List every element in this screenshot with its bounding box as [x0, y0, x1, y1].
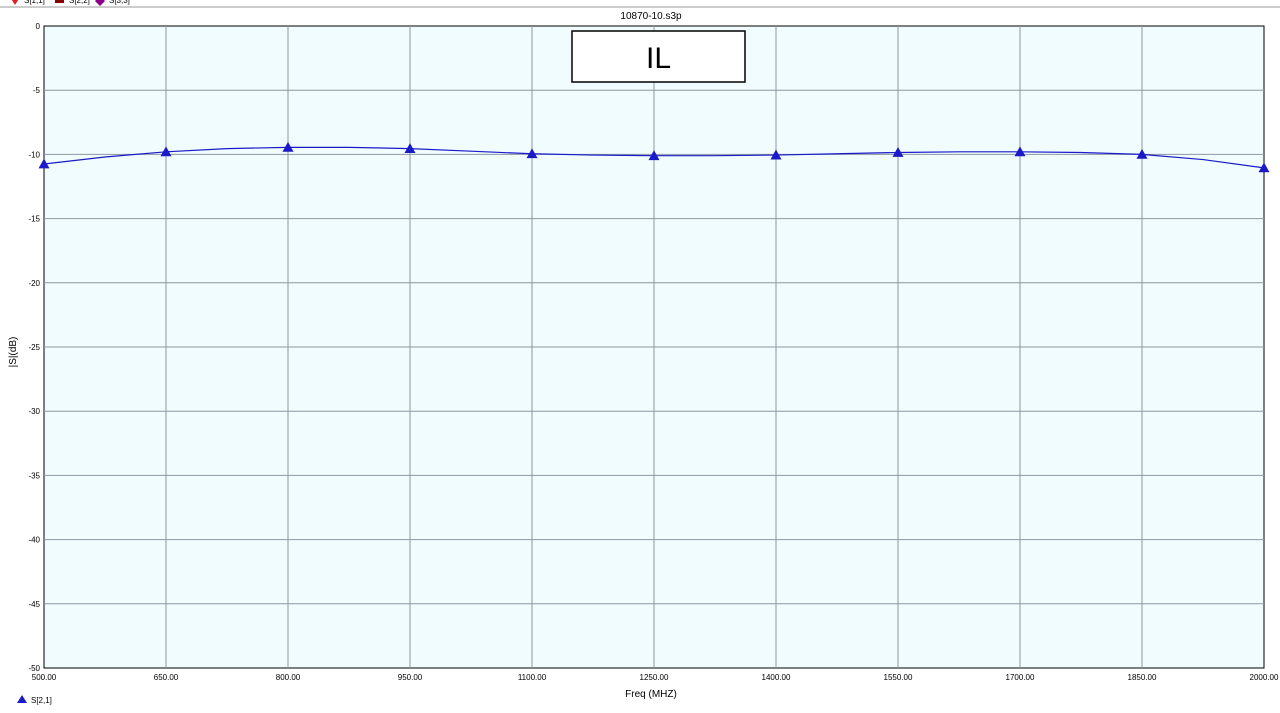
chart-title: 10870-10.s3p — [620, 11, 682, 22]
data-point-marker — [38, 158, 50, 169]
y-tick-label: 0 — [36, 22, 41, 31]
x-axis-ticks: 500.00 650.00 800.00 950.00 1100.00 1250.00 14… — [32, 673, 1279, 682]
x-tick-label: 1700.00 — [1006, 673, 1035, 682]
x-tick-label: 1100.00 — [518, 673, 547, 682]
x-tick-label: 1400.00 — [762, 673, 791, 682]
y-tick-label: -10 — [28, 150, 40, 159]
y-tick-label: -50 — [28, 664, 40, 673]
annotation-label: IL — [646, 42, 671, 75]
y-tick-label: -25 — [28, 343, 40, 352]
data-point-marker — [526, 148, 538, 159]
y-axis-label: |S|(dB) — [8, 337, 19, 368]
x-tick-label: 800.00 — [276, 673, 301, 682]
y-tick-label: -35 — [28, 471, 40, 480]
top-legend-label: S[3,3] — [109, 0, 130, 5]
y-tick-label: -20 — [28, 279, 40, 288]
y-axis-ticks: 0 -5 -10 -15 -20 -25 -30 -35 -40 -45 -50 — [28, 22, 40, 673]
top-legend-item: S[1,1] — [11, 0, 45, 5]
series-group — [38, 141, 1270, 173]
data-point-marker — [160, 146, 172, 157]
data-point-marker — [1014, 146, 1026, 157]
y-tick-label: -15 — [28, 215, 40, 224]
top-legend-label: S[1,1] — [24, 0, 45, 5]
down-triangle-icon — [11, 0, 19, 5]
data-point-marker — [1258, 162, 1270, 173]
bottom-legend: S[2,1] — [17, 695, 52, 705]
data-point-marker — [892, 146, 904, 157]
annotation-box: IL — [571, 30, 746, 83]
legend-label: S[2,1] — [31, 696, 52, 705]
data-point-marker — [1136, 148, 1148, 159]
x-tick-label: 950.00 — [398, 673, 423, 682]
data-point-marker — [404, 143, 416, 154]
top-legend: S[1,1] S[2,2] S[3,3] — [11, 0, 130, 6]
x-tick-label: 2000.00 — [1250, 673, 1279, 682]
triangle-icon — [17, 695, 27, 703]
data-point-marker — [770, 149, 782, 160]
top-legend-item: S[3,3] — [95, 0, 130, 6]
y-tick-label: -40 — [28, 536, 40, 545]
grid — [44, 26, 1264, 668]
x-tick-label: 650.00 — [154, 673, 179, 682]
legend-item: S[2,1] — [17, 695, 52, 705]
y-tick-label: -30 — [28, 407, 40, 416]
x-tick-label: 1850.00 — [1128, 673, 1157, 682]
top-legend-item: S[2,2] — [55, 0, 90, 5]
diamond-icon — [95, 0, 105, 6]
x-tick-label: 500.00 — [32, 673, 57, 682]
x-tick-label: 1250.00 — [640, 673, 669, 682]
data-point-marker — [282, 141, 294, 152]
y-tick-label: -5 — [33, 86, 41, 95]
top-legend-label: S[2,2] — [69, 0, 90, 5]
square-icon — [55, 0, 64, 3]
x-axis-label: Freq (MHZ) — [625, 689, 677, 700]
x-tick-label: 1550.00 — [884, 673, 913, 682]
y-tick-label: -45 — [28, 600, 40, 609]
data-point-marker — [648, 150, 660, 161]
